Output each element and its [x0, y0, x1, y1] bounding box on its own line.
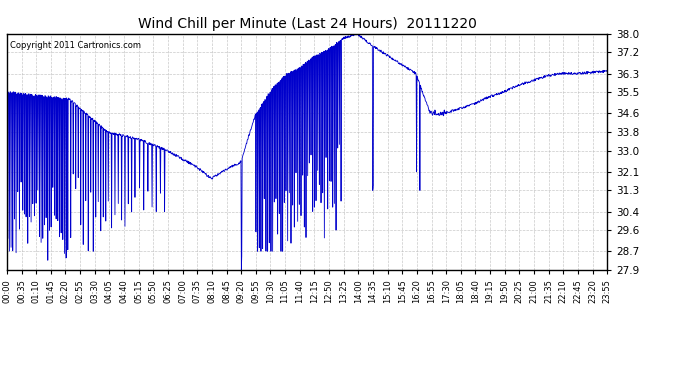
Text: Copyright 2011 Cartronics.com: Copyright 2011 Cartronics.com [10, 41, 141, 50]
Title: Wind Chill per Minute (Last 24 Hours)  20111220: Wind Chill per Minute (Last 24 Hours) 20… [137, 17, 477, 31]
